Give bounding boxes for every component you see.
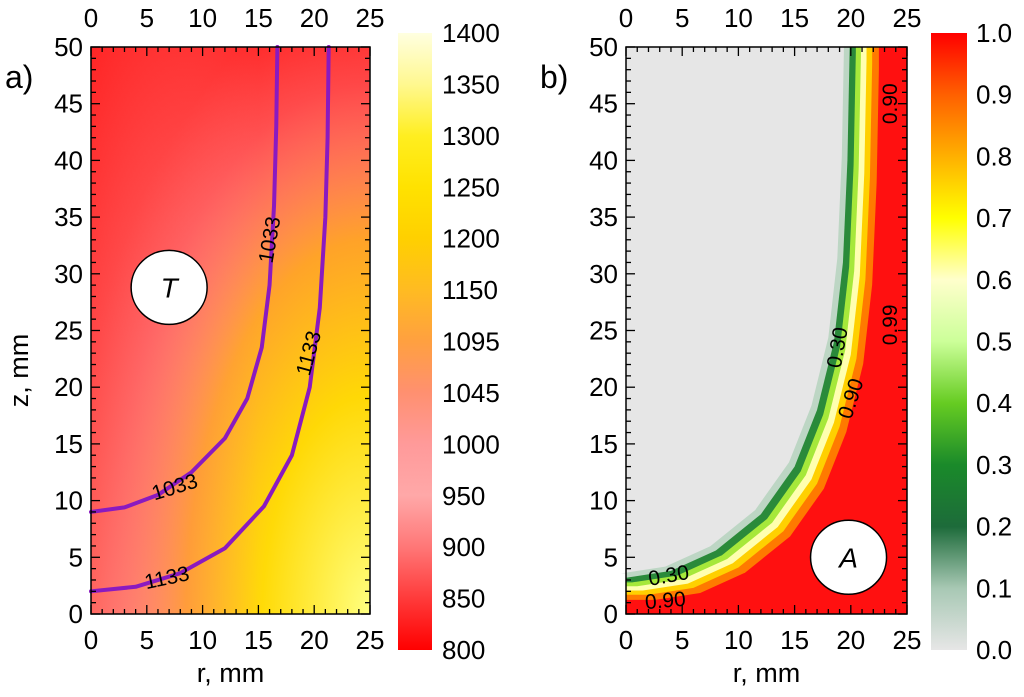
- y-tick-label: 35: [54, 202, 83, 232]
- y-tick-label: 30: [54, 259, 83, 289]
- contour-line-1033: [89, 45, 280, 514]
- x-tick-label-top: 0: [84, 3, 98, 33]
- colorbar-tick-label: 1250: [442, 172, 500, 202]
- x-tick-label: 15: [780, 625, 809, 655]
- colorbar-tick-label: 1000: [442, 429, 500, 459]
- colorbar-tick-label: 1350: [442, 69, 500, 99]
- x-tick-label-top: 0: [619, 3, 633, 33]
- x-tick-label-top: 15: [780, 3, 809, 33]
- y-tick-label: 45: [54, 89, 83, 119]
- colorbar-tick-label: 0.3: [976, 450, 1012, 480]
- x-tick-label-top: 25: [893, 3, 922, 33]
- x-axis-title: r, mm: [197, 658, 265, 688]
- field-band: [620, 42, 845, 574]
- x-tick-label-top: 25: [356, 3, 385, 33]
- variable-badge: [809, 519, 888, 596]
- x-tick-label: 0: [619, 625, 633, 655]
- variable-badge: [130, 249, 208, 326]
- colorbar-tick-label: 0.0: [976, 635, 1012, 665]
- y-tick-label: 10: [54, 486, 83, 516]
- x-tick-label: 10: [724, 625, 753, 655]
- variable-badge-text: A: [837, 542, 858, 573]
- y-tick-label: 20: [54, 372, 83, 402]
- x-tick-label: 5: [675, 625, 689, 655]
- colorbar-tick-label: 0.1: [976, 573, 1012, 603]
- variable-badge-text: T: [161, 272, 180, 303]
- x-tick-label: 20: [836, 625, 865, 655]
- colorbar-tick-label: 1095: [442, 327, 500, 357]
- colorbar-fill: [398, 33, 432, 650]
- y-tick-label: 40: [54, 145, 83, 175]
- panel-b-fraction: 0.300.900.300.900.990.900055101015152020…: [540, 3, 921, 688]
- contour-label: 0.99: [879, 304, 902, 345]
- colorbar-tick-label: 0.4: [976, 388, 1012, 418]
- contour-label: 0.90: [644, 588, 687, 614]
- contour-label: 0.90: [879, 83, 902, 124]
- y-tick-label: 5: [604, 542, 618, 572]
- colorbar-tick-label: 1045: [442, 378, 500, 408]
- colorbar-tick-label: 800: [442, 635, 485, 665]
- colorbar-tick-label: 1300: [442, 121, 500, 151]
- colorbar-tick-label: 0.8: [976, 141, 1012, 171]
- colorbar-fraction: 0.0 0.1 0.2 0.3 0.4 0.5 0.6 0.7 0.8 0.9 1.0: [931, 18, 1012, 665]
- colorbar-tick-label: 1200: [442, 224, 500, 254]
- y-tick-label: 20: [589, 372, 618, 402]
- y-axis-title: z, mm: [4, 334, 34, 408]
- colorbar-fill: [931, 33, 967, 650]
- x-tick-label-top: 5: [675, 3, 689, 33]
- x-tick-label: 25: [356, 625, 385, 655]
- panel-label: a): [5, 59, 33, 95]
- colorbar-tick-label: 900: [442, 532, 485, 562]
- y-tick-label: 10: [589, 486, 618, 516]
- x-tick-label-top: 15: [244, 3, 273, 33]
- colorbar-tick-label: 1150: [442, 275, 498, 305]
- x-tick-label: 10: [188, 625, 217, 655]
- y-tick-label: 40: [589, 145, 618, 175]
- y-tick-label: 25: [589, 316, 618, 346]
- colorbar-tick-label: 0.2: [976, 512, 1012, 542]
- x-tick-label: 5: [140, 625, 154, 655]
- y-tick-label: 0: [69, 599, 83, 629]
- colorbar-temperature: 800 850 900 950 1000 1045 1095 1150 1200 1250 1300…: [398, 18, 500, 665]
- y-tick-label: 45: [589, 89, 618, 119]
- colorbar-tick-label: 1400: [442, 18, 500, 48]
- contour-label-text: 0.99: [879, 304, 902, 345]
- y-tick-label: 15: [54, 429, 83, 459]
- x-tick-label-top: 20: [836, 3, 865, 33]
- x-tick-label-top: 10: [724, 3, 753, 33]
- colorbar-tick-label: 0.6: [976, 265, 1012, 295]
- colorbar-tick-label: 1.0: [976, 18, 1012, 48]
- x-tick-label-top: 10: [188, 3, 217, 33]
- y-tick-label: 15: [589, 429, 618, 459]
- panel-label: b): [540, 59, 568, 95]
- colorbar-tick-label: 950: [442, 481, 485, 511]
- y-tick-label: 30: [589, 259, 618, 289]
- x-tick-label: 0: [84, 625, 98, 655]
- panel-a-temperature: 1033113310331133005510101515202025250510…: [4, 3, 384, 688]
- y-tick-label: 5: [69, 542, 83, 572]
- y-tick-label: 25: [54, 316, 83, 346]
- contour-label-text: 0.90: [879, 83, 902, 124]
- x-tick-label: 15: [244, 625, 273, 655]
- x-tick-label-top: 5: [140, 3, 154, 33]
- y-tick-label: 35: [589, 202, 618, 232]
- x-tick-label-top: 20: [300, 3, 329, 33]
- y-tick-label: 50: [589, 32, 618, 62]
- field-core-shade: [91, 47, 370, 614]
- x-tick-label: 20: [300, 625, 329, 655]
- colorbar-tick-label: 0.9: [976, 80, 1012, 110]
- colorbar-tick-label: 0.5: [976, 327, 1012, 357]
- y-tick-label: 50: [54, 32, 83, 62]
- colorbar-tick-label: 0.7: [976, 203, 1012, 233]
- x-axis-title: r, mm: [733, 658, 801, 688]
- contour-label-text: 0.90: [644, 588, 687, 614]
- y-tick-label: 0: [604, 599, 618, 629]
- colorbar-tick-label: 850: [442, 584, 485, 614]
- x-tick-label: 25: [893, 625, 922, 655]
- contour-line-1133: [89, 45, 331, 594]
